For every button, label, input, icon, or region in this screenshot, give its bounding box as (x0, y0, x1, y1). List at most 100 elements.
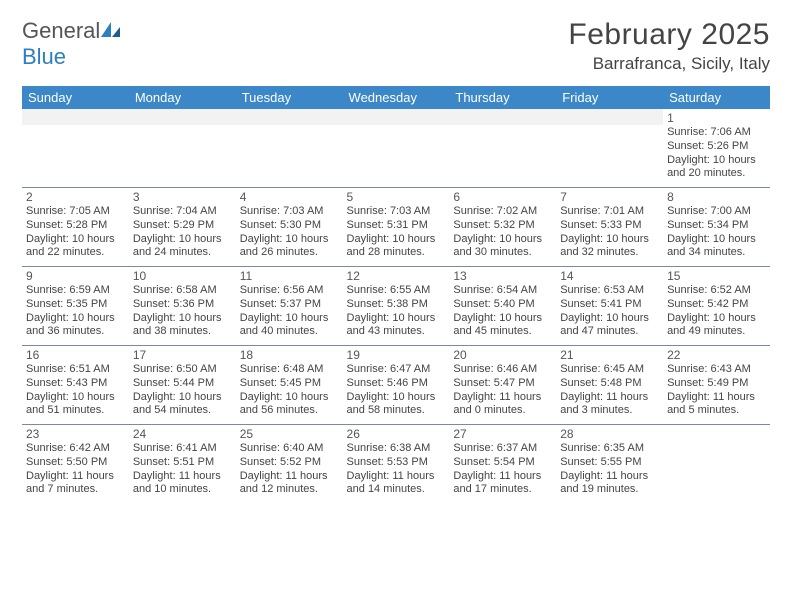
day-info: Sunrise: 6:54 AMSunset: 5:40 PMDaylight:… (453, 284, 552, 339)
day-content: 12Sunrise: 6:55 AMSunset: 5:38 PMDayligh… (343, 267, 450, 345)
day-content: 15Sunrise: 6:52 AMSunset: 5:42 PMDayligh… (663, 267, 770, 345)
sunrise-text: Sunrise: 6:51 AM (26, 363, 125, 377)
day-number: 2 (26, 190, 125, 204)
daylight-text: Daylight: 11 hours and 17 minutes. (453, 470, 552, 498)
day-cell: 9Sunrise: 6:59 AMSunset: 5:35 PMDaylight… (22, 267, 129, 346)
sunrise-text: Sunrise: 7:06 AM (667, 126, 766, 140)
sunrise-text: Sunrise: 6:47 AM (347, 363, 446, 377)
empty-day (663, 425, 770, 499)
sunset-text: Sunset: 5:48 PM (560, 377, 659, 391)
sunrise-text: Sunrise: 6:46 AM (453, 363, 552, 377)
day-info: Sunrise: 6:42 AMSunset: 5:50 PMDaylight:… (26, 442, 125, 497)
day-cell: 22Sunrise: 6:43 AMSunset: 5:49 PMDayligh… (663, 346, 770, 425)
empty-day (22, 109, 129, 125)
day-info: Sunrise: 6:56 AMSunset: 5:37 PMDaylight:… (240, 284, 339, 339)
sunset-text: Sunset: 5:35 PM (26, 298, 125, 312)
day-content: 10Sunrise: 6:58 AMSunset: 5:36 PMDayligh… (129, 267, 236, 345)
sunset-text: Sunset: 5:53 PM (347, 456, 446, 470)
empty-day (556, 109, 663, 125)
day-cell: 2Sunrise: 7:05 AMSunset: 5:28 PMDaylight… (22, 188, 129, 267)
day-content: 19Sunrise: 6:47 AMSunset: 5:46 PMDayligh… (343, 346, 450, 424)
day-number: 19 (347, 348, 446, 362)
day-info: Sunrise: 6:40 AMSunset: 5:52 PMDaylight:… (240, 442, 339, 497)
daylight-text: Daylight: 10 hours and 22 minutes. (26, 233, 125, 261)
day-info: Sunrise: 7:06 AMSunset: 5:26 PMDaylight:… (667, 126, 766, 181)
day-number: 7 (560, 190, 659, 204)
day-cell: 8Sunrise: 7:00 AMSunset: 5:34 PMDaylight… (663, 188, 770, 267)
sunrise-text: Sunrise: 7:04 AM (133, 205, 232, 219)
day-info: Sunrise: 7:03 AMSunset: 5:30 PMDaylight:… (240, 205, 339, 260)
week-row: 23Sunrise: 6:42 AMSunset: 5:50 PMDayligh… (22, 425, 770, 504)
day-number: 15 (667, 269, 766, 283)
sunrise-text: Sunrise: 6:53 AM (560, 284, 659, 298)
day-info: Sunrise: 6:41 AMSunset: 5:51 PMDaylight:… (133, 442, 232, 497)
daylight-text: Daylight: 11 hours and 10 minutes. (133, 470, 232, 498)
day-number: 5 (347, 190, 446, 204)
daylight-text: Daylight: 10 hours and 47 minutes. (560, 312, 659, 340)
day-info: Sunrise: 6:53 AMSunset: 5:41 PMDaylight:… (560, 284, 659, 339)
day-number: 21 (560, 348, 659, 362)
day-cell: 15Sunrise: 6:52 AMSunset: 5:42 PMDayligh… (663, 267, 770, 346)
day-info: Sunrise: 6:43 AMSunset: 5:49 PMDaylight:… (667, 363, 766, 418)
sunrise-text: Sunrise: 7:03 AM (240, 205, 339, 219)
sunrise-text: Sunrise: 6:45 AM (560, 363, 659, 377)
day-info: Sunrise: 6:50 AMSunset: 5:44 PMDaylight:… (133, 363, 232, 418)
sunset-text: Sunset: 5:51 PM (133, 456, 232, 470)
weekday-header: Friday (556, 86, 663, 109)
day-number: 20 (453, 348, 552, 362)
day-cell: 5Sunrise: 7:03 AMSunset: 5:31 PMDaylight… (343, 188, 450, 267)
sunset-text: Sunset: 5:50 PM (26, 456, 125, 470)
day-cell: 11Sunrise: 6:56 AMSunset: 5:37 PMDayligh… (236, 267, 343, 346)
sunrise-text: Sunrise: 6:56 AM (240, 284, 339, 298)
sunset-text: Sunset: 5:30 PM (240, 219, 339, 233)
day-number: 13 (453, 269, 552, 283)
day-info: Sunrise: 6:59 AMSunset: 5:35 PMDaylight:… (26, 284, 125, 339)
day-number: 27 (453, 427, 552, 441)
daylight-text: Daylight: 11 hours and 3 minutes. (560, 391, 659, 419)
day-content: 16Sunrise: 6:51 AMSunset: 5:43 PMDayligh… (22, 346, 129, 424)
sunrise-text: Sunrise: 6:43 AM (667, 363, 766, 377)
sunrise-text: Sunrise: 6:54 AM (453, 284, 552, 298)
daylight-text: Daylight: 10 hours and 43 minutes. (347, 312, 446, 340)
sunrise-text: Sunrise: 6:55 AM (347, 284, 446, 298)
daylight-text: Daylight: 10 hours and 30 minutes. (453, 233, 552, 261)
daylight-text: Daylight: 11 hours and 19 minutes. (560, 470, 659, 498)
sunset-text: Sunset: 5:36 PM (133, 298, 232, 312)
weekday-header: Saturday (663, 86, 770, 109)
daylight-text: Daylight: 11 hours and 14 minutes. (347, 470, 446, 498)
day-info: Sunrise: 6:35 AMSunset: 5:55 PMDaylight:… (560, 442, 659, 497)
day-info: Sunrise: 6:52 AMSunset: 5:42 PMDaylight:… (667, 284, 766, 339)
sail-icon (100, 18, 122, 36)
day-cell: 28Sunrise: 6:35 AMSunset: 5:55 PMDayligh… (556, 425, 663, 504)
day-cell (236, 109, 343, 188)
day-number: 4 (240, 190, 339, 204)
sunset-text: Sunset: 5:29 PM (133, 219, 232, 233)
daylight-text: Daylight: 11 hours and 0 minutes. (453, 391, 552, 419)
day-cell: 24Sunrise: 6:41 AMSunset: 5:51 PMDayligh… (129, 425, 236, 504)
sunrise-text: Sunrise: 6:58 AM (133, 284, 232, 298)
day-info: Sunrise: 7:02 AMSunset: 5:32 PMDaylight:… (453, 205, 552, 260)
day-number: 25 (240, 427, 339, 441)
sunset-text: Sunset: 5:34 PM (667, 219, 766, 233)
day-number: 17 (133, 348, 232, 362)
day-info: Sunrise: 6:46 AMSunset: 5:47 PMDaylight:… (453, 363, 552, 418)
day-number: 16 (26, 348, 125, 362)
sunset-text: Sunset: 5:54 PM (453, 456, 552, 470)
daylight-text: Daylight: 10 hours and 26 minutes. (240, 233, 339, 261)
sunrise-text: Sunrise: 6:41 AM (133, 442, 232, 456)
day-cell: 17Sunrise: 6:50 AMSunset: 5:44 PMDayligh… (129, 346, 236, 425)
month-title: February 2025 (568, 18, 770, 52)
weekday-header: Tuesday (236, 86, 343, 109)
title-block: February 2025 Barrafranca, Sicily, Italy (568, 18, 770, 74)
daylight-text: Daylight: 10 hours and 24 minutes. (133, 233, 232, 261)
day-cell: 16Sunrise: 6:51 AMSunset: 5:43 PMDayligh… (22, 346, 129, 425)
sunrise-text: Sunrise: 6:52 AM (667, 284, 766, 298)
sunrise-text: Sunrise: 6:38 AM (347, 442, 446, 456)
day-cell: 4Sunrise: 7:03 AMSunset: 5:30 PMDaylight… (236, 188, 343, 267)
daylight-text: Daylight: 11 hours and 12 minutes. (240, 470, 339, 498)
day-info: Sunrise: 7:00 AMSunset: 5:34 PMDaylight:… (667, 205, 766, 260)
day-cell: 25Sunrise: 6:40 AMSunset: 5:52 PMDayligh… (236, 425, 343, 504)
sunset-text: Sunset: 5:32 PM (453, 219, 552, 233)
sunrise-text: Sunrise: 7:00 AM (667, 205, 766, 219)
sunrise-text: Sunrise: 6:37 AM (453, 442, 552, 456)
